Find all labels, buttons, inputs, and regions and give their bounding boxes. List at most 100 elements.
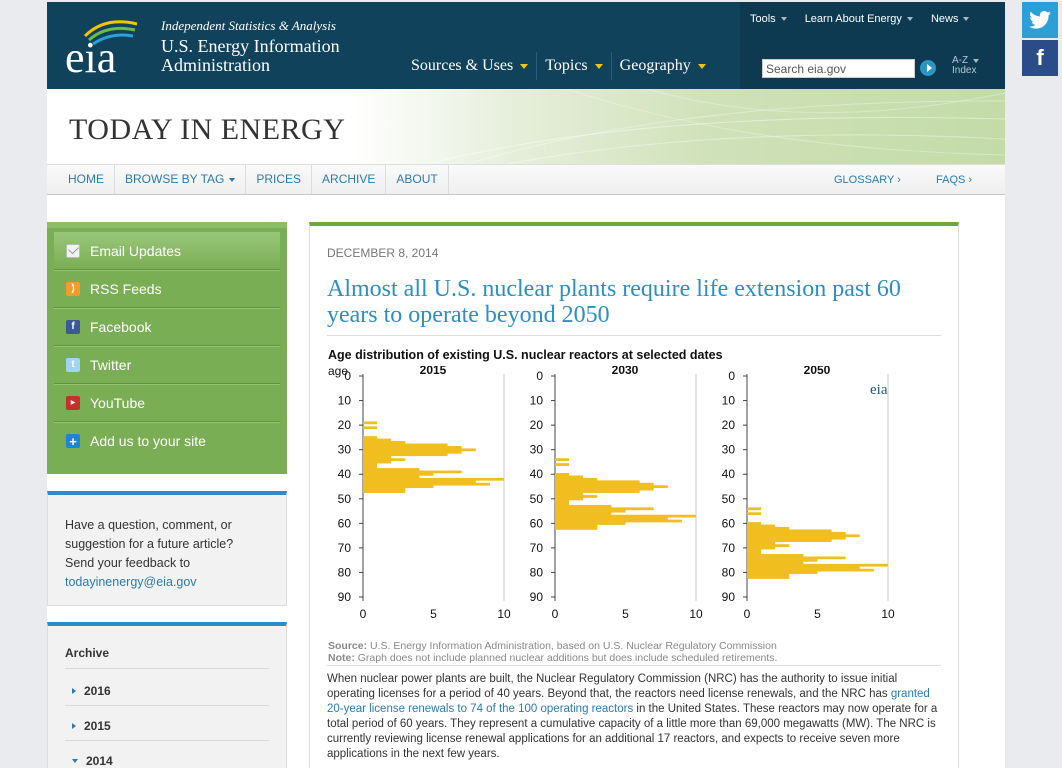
chart-bar [747, 571, 818, 574]
chart-bar [555, 495, 598, 498]
subnav-faqs[interactable]: FAQS › [936, 174, 973, 186]
logo-org-name-line2: Administration [161, 55, 270, 75]
y-tick-label: 80 [530, 565, 544, 579]
twitter-share-tab[interactable] [1022, 2, 1058, 38]
divider [65, 705, 269, 706]
note-label: Note: [328, 652, 355, 664]
social-twitter[interactable]: t Twitter [54, 346, 280, 384]
social-facebook[interactable]: f Facebook [54, 308, 280, 346]
chart-bar [555, 517, 668, 520]
y-tick-label: 70 [338, 541, 352, 555]
subnav-browse-label: BROWSE BY TAG [125, 172, 225, 186]
youtube-icon: ▶ [66, 395, 80, 410]
search-input[interactable] [762, 59, 915, 78]
social-facebook-label: Facebook [90, 318, 152, 335]
feedback-email-link[interactable]: todayinenergy@eia.gov [65, 575, 197, 589]
chart-bar [363, 477, 504, 481]
license-renewals-link[interactable]: granted 20-year license renewals to 74 o… [327, 688, 930, 715]
y-tick-label: 20 [530, 418, 544, 432]
article: DECEMBER 8, 2014 Almost all U.S. nuclear… [309, 222, 959, 768]
archive-year-2014[interactable]: 2014 [72, 754, 113, 768]
chart-bar [747, 558, 818, 562]
subnav-archive[interactable]: ARCHIVE [312, 165, 387, 194]
az-index-label: Index [952, 65, 977, 76]
chevron-down-icon [520, 63, 529, 69]
facebook-share-tab[interactable]: f [1022, 40, 1058, 76]
social-youtube[interactable]: ▶ YouTube [54, 384, 280, 422]
logo-org-name: U.S. Energy Information Administration [161, 37, 401, 75]
search-go-icon[interactable] [920, 60, 936, 76]
y-tick-label: 10 [530, 394, 544, 408]
x-tick-label: 0 [360, 607, 367, 621]
logo-org-name-line1: U.S. Energy Information [161, 36, 340, 56]
archive-box: Archive 2016 2015 2014 [47, 622, 287, 768]
feedback-box: Have a question, comment, or suggestion … [47, 491, 287, 606]
logo-tagline: Independent Statistics & Analysis [161, 18, 336, 33]
secondary-nav: HOME BROWSE BY TAG PRICES ARCHIVE ABOUT … [47, 164, 1005, 195]
chart-bar [555, 504, 612, 508]
eia-logo[interactable]: eia Independent Statistics & Analysis U.… [65, 14, 395, 79]
social-rss-feeds[interactable]: ) RSS Feeds [54, 270, 280, 308]
chart-bar [747, 551, 762, 555]
archive-year-2015[interactable]: 2015 [72, 719, 111, 733]
chevron-down-icon [906, 17, 913, 21]
util-tools[interactable]: Tools [750, 13, 787, 25]
util-learn-label: Learn About Energy [804, 13, 902, 25]
chart-bar [747, 544, 790, 547]
subnav-home[interactable]: HOME [58, 165, 115, 194]
chart-bar [363, 438, 392, 442]
chevron-down-icon [780, 17, 787, 21]
chart-bar [363, 436, 378, 439]
subnav-prices[interactable]: PRICES [246, 165, 313, 194]
util-learn-about-energy[interactable]: Learn About Energy [805, 13, 913, 25]
chart-bar [555, 509, 626, 513]
chart-bar [555, 514, 696, 518]
facebook-f-icon: f [1036, 45, 1044, 70]
chart-bar [363, 458, 406, 462]
y-tick-label: 10 [722, 394, 736, 408]
util-news[interactable]: News [931, 13, 970, 25]
chart-bar [555, 522, 626, 525]
chart-bar [363, 426, 378, 430]
y-tick-label: 40 [722, 467, 736, 481]
y-tick-label: 0 [728, 369, 735, 383]
chart-bar [555, 500, 570, 503]
chart-bar [747, 541, 776, 545]
subnav-browse-by-tag[interactable]: BROWSE BY TAG [115, 165, 247, 194]
y-tick-label: 0 [536, 369, 543, 383]
y-tick-label: 60 [722, 516, 736, 530]
chart-bar [555, 475, 584, 479]
chart-bar [555, 472, 570, 476]
site-header: eia Independent Statistics & Analysis U.… [47, 0, 1005, 91]
subnav-about[interactable]: ABOUT [386, 165, 449, 194]
chart-bar [363, 475, 420, 479]
social-links-box: Email Updates ) RSS Feeds f Facebook t T… [47, 222, 287, 474]
az-index-link[interactable]: A-Z Index [952, 56, 980, 76]
chart-bar [747, 563, 888, 567]
y-tick-label: 90 [338, 590, 352, 604]
social-email-updates[interactable]: Email Updates [54, 232, 280, 270]
nav-sources-uses[interactable]: Sources & Uses [403, 52, 536, 80]
chart-bar [363, 480, 476, 484]
article-date: DECEMBER 8, 2014 [327, 246, 439, 260]
chart-bar [555, 463, 570, 466]
chart-bar [363, 468, 420, 471]
chart-bar [555, 480, 640, 484]
y-tick-label: 40 [338, 467, 352, 481]
nav-geography[interactable]: Geography [610, 52, 714, 80]
facebook-icon: f [66, 319, 80, 334]
y-tick-label: 30 [338, 443, 352, 457]
source-text: U.S. Energy Information Administration, … [370, 640, 777, 652]
y-tick-label: 0 [344, 369, 351, 383]
chevron-right-icon [72, 688, 76, 694]
subnav-glossary[interactable]: GLOSSARY › [834, 174, 901, 186]
x-tick-label: 5 [622, 607, 629, 621]
nav-topics[interactable]: Topics [536, 52, 610, 80]
x-tick-label: 0 [744, 607, 751, 621]
chart-bar [747, 507, 762, 511]
divider [327, 335, 941, 336]
archive-year-2016[interactable]: 2016 [72, 684, 111, 698]
chart-bar [555, 487, 654, 491]
chart-title: Age distribution of existing U.S. nuclea… [328, 348, 723, 362]
social-add-to-site[interactable]: + Add us to your site [54, 422, 280, 460]
